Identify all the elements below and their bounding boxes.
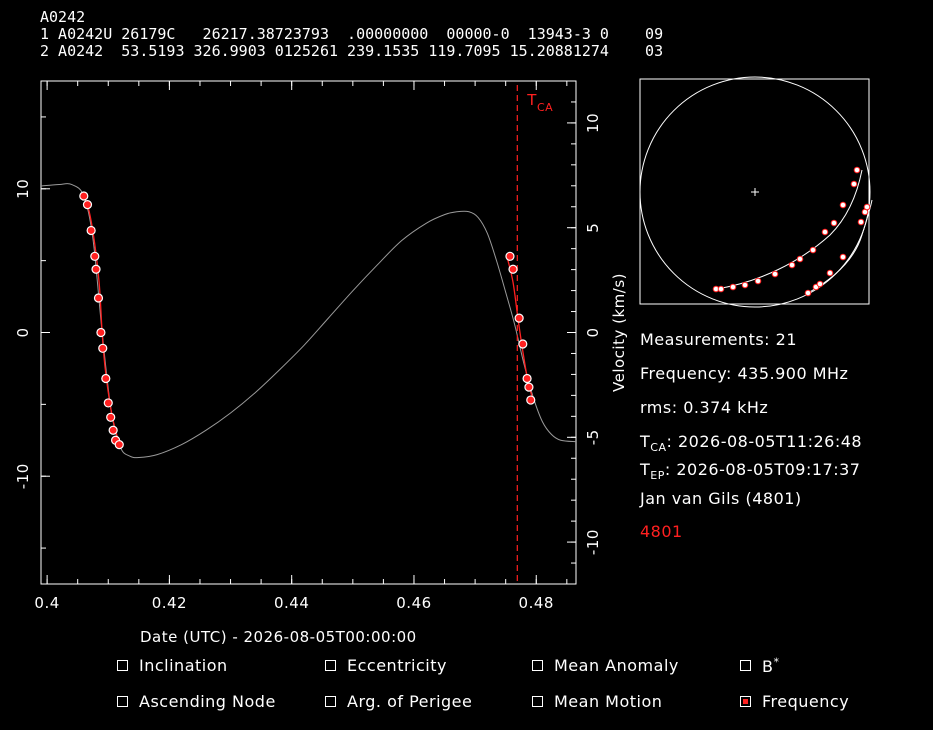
track-point bbox=[729, 283, 737, 291]
tle-line-1: 1 A0242U 26179C 26217.38723793 .00000000… bbox=[40, 25, 664, 43]
track-point bbox=[741, 281, 749, 289]
x-tick-label: 0.48 bbox=[519, 594, 554, 612]
data-point bbox=[522, 373, 532, 384]
x-tick-label: 0.46 bbox=[396, 594, 431, 612]
data-point bbox=[103, 398, 113, 408]
data-point bbox=[93, 293, 104, 303]
tle-name: A0242 bbox=[40, 8, 86, 26]
site-id: 4801 bbox=[640, 522, 683, 541]
track-arc bbox=[715, 169, 863, 290]
data-point bbox=[98, 343, 108, 353]
data-point bbox=[79, 191, 89, 201]
data-point bbox=[514, 313, 524, 323]
y-right-tick-label: -10 bbox=[584, 529, 602, 555]
data-point bbox=[106, 412, 116, 422]
track-point bbox=[771, 270, 779, 278]
y-right-tick-label: 5 bbox=[584, 223, 602, 233]
track-point bbox=[809, 246, 817, 254]
tca-time: TCA: 2026-08-05T11:26:48 bbox=[640, 432, 863, 455]
y-right-tick-label: -5 bbox=[584, 429, 602, 445]
track-point bbox=[816, 280, 824, 288]
frequency-value: Frequency: 435.900 MHz bbox=[640, 364, 849, 383]
checkbox-box[interactable] bbox=[532, 660, 543, 671]
data-point bbox=[82, 199, 93, 210]
data-point bbox=[518, 339, 528, 349]
x-tick-label: 0.4 bbox=[34, 594, 59, 612]
y-right-axis-label: Velocity (km/s) bbox=[610, 273, 628, 392]
track-point bbox=[754, 277, 762, 285]
rms-value: rms: 0.374 kHz bbox=[640, 398, 769, 417]
y-left-tick-label: 10 bbox=[14, 179, 32, 199]
x-axis-label: Date (UTC) - 2026-08-05T00:00:00 bbox=[140, 628, 417, 646]
y-left-tick-label: -10 bbox=[14, 463, 32, 489]
data-point bbox=[90, 251, 100, 261]
plot-frame bbox=[40, 80, 577, 585]
checkbox-box[interactable] bbox=[532, 696, 543, 707]
data-point bbox=[114, 439, 124, 450]
tle-line-2: 2 A0242 53.5193 326.9903 0125261 239.153… bbox=[40, 42, 664, 60]
checkbox-box[interactable] bbox=[740, 660, 751, 671]
checkbox-box[interactable] bbox=[325, 696, 336, 707]
y-right-tick-label: 0 bbox=[584, 327, 602, 337]
data-point bbox=[96, 327, 106, 338]
track-point bbox=[717, 285, 725, 293]
track-point bbox=[857, 218, 865, 226]
track-point bbox=[863, 203, 871, 211]
data-point bbox=[524, 382, 534, 392]
horizon-circle bbox=[639, 76, 871, 308]
model-curve bbox=[40, 183, 577, 459]
track-point bbox=[821, 228, 829, 236]
y-left-tick-label: 0 bbox=[14, 327, 32, 337]
checkbox-box[interactable] bbox=[117, 696, 128, 707]
track-point bbox=[839, 253, 847, 261]
track-point bbox=[826, 269, 834, 277]
bstar-superscript: * bbox=[773, 656, 780, 669]
track-point bbox=[853, 166, 861, 174]
track-point bbox=[839, 201, 847, 209]
track-point bbox=[830, 219, 838, 227]
track-point bbox=[796, 255, 804, 263]
data-point bbox=[108, 425, 118, 435]
observer-name: Jan van Gils (4801) bbox=[640, 489, 802, 508]
data-point bbox=[86, 225, 96, 236]
tep-time: TEP: 2026-08-05T09:17:37 bbox=[640, 460, 861, 483]
track-point bbox=[804, 289, 812, 297]
tca-annotation: TCA bbox=[526, 91, 553, 114]
data-point bbox=[508, 264, 518, 274]
y-right-tick-label: 10 bbox=[584, 113, 602, 133]
track-arc bbox=[807, 199, 873, 294]
data-point bbox=[526, 395, 536, 405]
x-tick-label: 0.42 bbox=[152, 594, 187, 612]
measurements-count: Measurements: 21 bbox=[640, 330, 798, 349]
data-point bbox=[91, 264, 101, 274]
checkbox-box[interactable] bbox=[117, 660, 128, 671]
checkbox-box[interactable] bbox=[325, 660, 336, 671]
track-point bbox=[788, 261, 796, 269]
x-tick-label: 0.44 bbox=[274, 594, 309, 612]
data-point bbox=[101, 373, 111, 384]
track-point bbox=[850, 180, 858, 188]
data-point bbox=[505, 251, 515, 261]
checkbox-box[interactable] bbox=[740, 696, 751, 707]
